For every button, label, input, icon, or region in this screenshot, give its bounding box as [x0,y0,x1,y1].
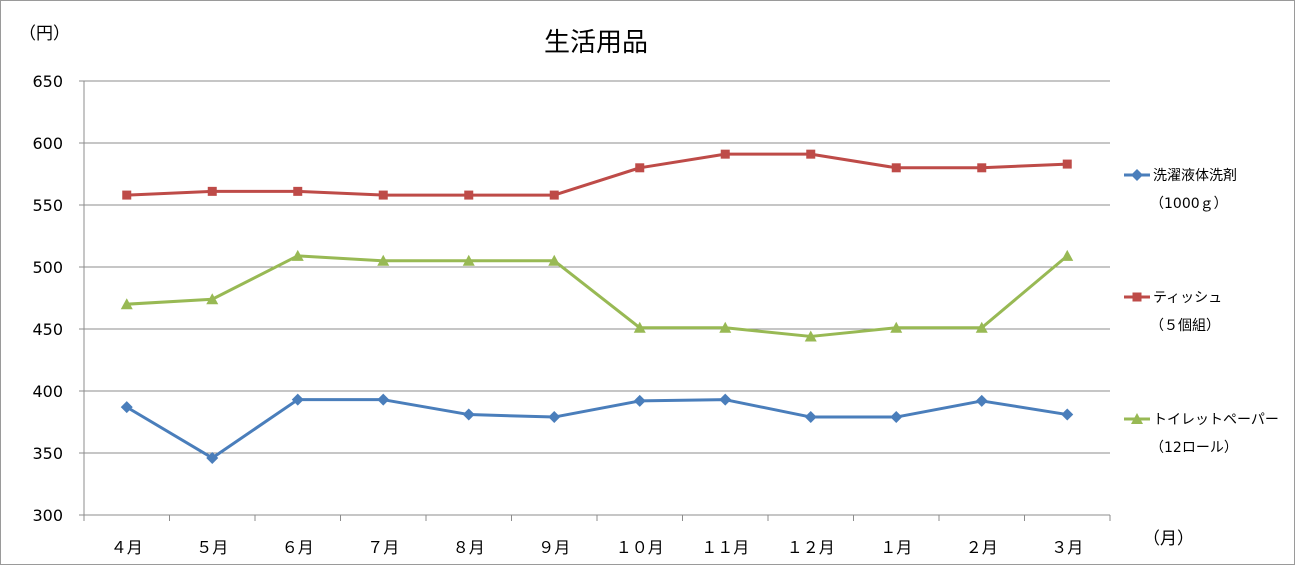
data-point [720,149,730,159]
x-tick-label: １２月 [787,538,835,557]
data-point [462,254,475,266]
y-axis-unit-label: （円） [19,24,70,44]
x-tick-label: ５月 [196,538,228,557]
data-point [804,330,817,342]
x-tick-label: ４月 [111,538,143,557]
data-point [548,254,561,266]
x-tick-label: １１月 [701,538,749,557]
data-point [378,190,388,200]
legend-entry: トイレットペーパー （12ロール） [1124,412,1279,456]
data-point [120,401,133,414]
legend: 洗濯液体洗剤 （1000ｇ） ティッシュ （５個組） トイレットペーパー （12ロール） [1124,168,1279,456]
data-point [633,394,646,407]
data-point [462,408,475,421]
data-point [206,293,219,305]
y-tick-labels: 300 350 400 450 500 550 600 650 [32,72,63,525]
data-point [890,411,903,424]
y-tick-label: 550 [32,196,63,215]
series-2 [122,149,1072,200]
data-point [464,190,474,200]
x-tick-label: ６月 [282,538,314,557]
data-point [291,249,304,261]
data-point [377,254,390,266]
legend-label: トイレットペーパー [1153,412,1279,428]
data-point [120,298,133,310]
data-point [890,321,903,333]
legend-sublabel: （12ロール） [1150,440,1238,456]
series-line [126,152,1068,197]
data-point [293,186,303,196]
chart-title: 生活用品 [544,28,648,58]
data-point [206,451,219,464]
y-tick-label: 500 [32,258,63,277]
data-point [291,393,304,406]
x-axis-unit-label: （月） [1143,529,1194,549]
x-tick-label: １月 [880,538,912,557]
x-tick-label: ８月 [453,538,485,557]
legend-entry: ティッシュ （５個組） [1124,290,1222,334]
legend-label: 洗濯液体洗剤 [1153,168,1237,184]
series-group [120,149,1074,464]
legend-marker [1131,413,1143,424]
x-tick-label: ３月 [1051,538,1083,557]
series-3 [120,249,1074,342]
data-point [719,393,732,406]
data-point [806,149,816,159]
x-tick-label: ９月 [538,538,570,557]
y-tick-label: 600 [32,134,63,153]
data-point [1061,249,1074,261]
legend-entry: 洗濯液体洗剤 （1000ｇ） [1124,168,1237,212]
x-tick-label: ７月 [367,538,399,557]
data-point [1062,159,1072,169]
y-tick-label: 400 [32,382,63,401]
data-point [975,321,988,333]
y-tick-label: 450 [32,320,63,339]
x-tick-label: １０月 [616,538,664,557]
series-1 [120,393,1074,464]
series-line [125,398,1068,460]
gridlines [84,80,1110,454]
data-point [122,190,132,200]
data-point [719,321,732,333]
data-point [635,163,645,173]
legend-sublabel: （1000ｇ） [1150,196,1228,212]
data-point [548,411,561,424]
data-point [207,186,217,196]
y-tick-label: 300 [32,506,63,525]
data-point [891,163,901,173]
x-tick-label: ２月 [966,538,998,557]
y-tick-label: 350 [32,444,63,463]
legend-marker [1131,169,1143,181]
y-tick-label: 650 [32,72,63,91]
data-point [975,394,988,407]
series-line [126,254,1069,338]
data-point [549,190,559,200]
data-point [377,393,390,406]
axes [79,80,1111,521]
legend-label: ティッシュ [1153,290,1222,306]
legend-marker [1132,292,1142,302]
legend-sublabel: （５個組） [1150,318,1220,334]
x-tick-labels: ４月 ５月 ６月 ７月 ８月 ９月 １０月 １１月 １２月 １月 ２月 ３月 [111,538,1084,557]
data-point [1061,408,1074,421]
data-point [633,321,646,333]
data-point [977,163,987,173]
data-point [804,411,817,424]
